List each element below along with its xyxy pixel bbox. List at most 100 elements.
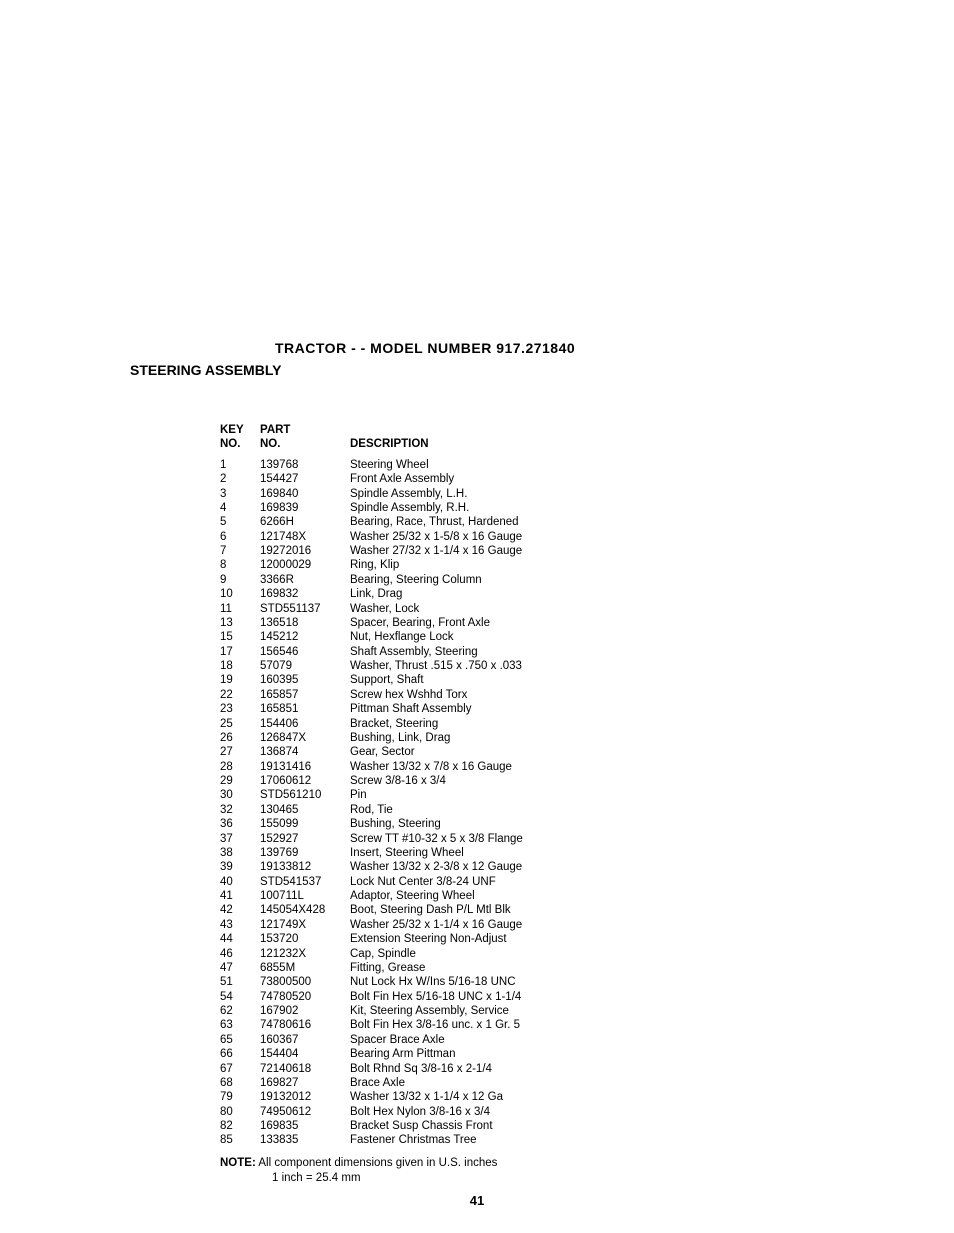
table-row: 3169840Spindle Assembly, L.H. bbox=[220, 487, 830, 501]
cell-desc: Washer 25/32 x 1-1/4 x 16 Gauge bbox=[350, 918, 830, 932]
cell-desc: Nut Lock Hx W/Ins 5/16-18 UNC bbox=[350, 975, 830, 989]
cell-key: 38 bbox=[220, 846, 260, 860]
cell-key: 51 bbox=[220, 975, 260, 989]
cell-key: 41 bbox=[220, 889, 260, 903]
table-header: KEY NO. PART NO. DESCRIPTION bbox=[220, 423, 830, 452]
cell-part: 167902 bbox=[260, 1004, 350, 1018]
cell-desc: Rod, Tie bbox=[350, 803, 830, 817]
cell-part: 100711L bbox=[260, 889, 350, 903]
cell-desc: Washer 13/32 x 7/8 x 16 Gauge bbox=[350, 760, 830, 774]
table-row: 25154406Bracket, Steering bbox=[220, 717, 830, 731]
cell-desc: Brace Axle bbox=[350, 1076, 830, 1090]
cell-desc: Lock Nut Center 3/8-24 UNF bbox=[350, 875, 830, 889]
cell-desc: Washer, Thrust .515 x .750 x .033 bbox=[350, 659, 830, 673]
cell-key: 47 bbox=[220, 961, 260, 975]
page-content: TRACTOR - - MODEL NUMBER 917.271840 STEE… bbox=[130, 340, 830, 1186]
cell-desc: Front Axle Assembly bbox=[350, 472, 830, 486]
cell-desc: Support, Shaft bbox=[350, 673, 830, 687]
cell-part: 165857 bbox=[260, 688, 350, 702]
cell-part: STD541537 bbox=[260, 875, 350, 889]
table-row: 8074950612Bolt Hex Nylon 3/8-16 x 3/4 bbox=[220, 1105, 830, 1119]
cell-part: 121749X bbox=[260, 918, 350, 932]
table-row: 1857079Washer, Thrust .515 x .750 x .033 bbox=[220, 659, 830, 673]
cell-part: 130465 bbox=[260, 803, 350, 817]
cell-key: 19 bbox=[220, 673, 260, 687]
cell-desc: Insert, Steering Wheel bbox=[350, 846, 830, 860]
cell-key: 43 bbox=[220, 918, 260, 932]
parts-table: KEY NO. PART NO. DESCRIPTION 1139768Stee… bbox=[220, 423, 830, 1148]
cell-desc: Extension Steering Non-Adjust bbox=[350, 932, 830, 946]
cell-key: 39 bbox=[220, 860, 260, 874]
table-row: 41100711LAdaptor, Steering Wheel bbox=[220, 889, 830, 903]
table-row: 13136518Spacer, Bearing, Front Axle bbox=[220, 616, 830, 630]
document-subtitle: STEERING ASSEMBLY bbox=[130, 362, 830, 378]
cell-key: 26 bbox=[220, 731, 260, 745]
cell-desc: Ring, Klip bbox=[350, 558, 830, 572]
cell-key: 10 bbox=[220, 587, 260, 601]
table-row: 66154404Bearing Arm Pittman bbox=[220, 1047, 830, 1061]
cell-desc: Bearing, Race, Thrust, Hardened bbox=[350, 515, 830, 529]
cell-key: 44 bbox=[220, 932, 260, 946]
cell-desc: Bracket, Steering bbox=[350, 717, 830, 731]
table-row: 65160367Spacer Brace Axle bbox=[220, 1033, 830, 1047]
cell-part: 169839 bbox=[260, 501, 350, 515]
cell-key: 32 bbox=[220, 803, 260, 817]
cell-key: 13 bbox=[220, 616, 260, 630]
cell-key: 27 bbox=[220, 745, 260, 759]
table-row: 719272016Washer 27/32 x 1-1/4 x 16 Gauge bbox=[220, 544, 830, 558]
cell-desc: Bolt Fin Hex 5/16-18 UNC x 1-1/4 bbox=[350, 990, 830, 1004]
cell-part: 17060612 bbox=[260, 774, 350, 788]
cell-key: 5 bbox=[220, 515, 260, 529]
note-sub: 1 inch = 25.4 mm bbox=[272, 1171, 830, 1186]
table-row: 38139769Insert, Steering Wheel bbox=[220, 846, 830, 860]
table-row: 40STD541537Lock Nut Center 3/8-24 UNF bbox=[220, 875, 830, 889]
cell-part: 57079 bbox=[260, 659, 350, 673]
cell-desc: Bushing, Steering bbox=[350, 817, 830, 831]
table-row: 6374780616Bolt Fin Hex 3/8-16 unc. x 1 G… bbox=[220, 1018, 830, 1032]
cell-desc: Pin bbox=[350, 788, 830, 802]
cell-desc: Washer, Lock bbox=[350, 602, 830, 616]
cell-key: 42 bbox=[220, 903, 260, 917]
cell-desc: Link, Drag bbox=[350, 587, 830, 601]
cell-key: 66 bbox=[220, 1047, 260, 1061]
cell-desc: Shaft Assembly, Steering bbox=[350, 645, 830, 659]
table-row: 68169827Brace Axle bbox=[220, 1076, 830, 1090]
cell-part: 12000029 bbox=[260, 558, 350, 572]
table-row: 15145212Nut, Hexflange Lock bbox=[220, 630, 830, 644]
cell-key: 37 bbox=[220, 832, 260, 846]
cell-desc: Adaptor, Steering Wheel bbox=[350, 889, 830, 903]
cell-key: 28 bbox=[220, 760, 260, 774]
cell-desc: Washer 13/32 x 2-3/8 x 12 Gauge bbox=[350, 860, 830, 874]
cell-part: 133835 bbox=[260, 1133, 350, 1147]
table-row: 22165857Screw hex Wshhd Torx bbox=[220, 688, 830, 702]
cell-part: 169832 bbox=[260, 587, 350, 601]
cell-part: 74780520 bbox=[260, 990, 350, 1004]
cell-desc: Bushing, Link, Drag bbox=[350, 731, 830, 745]
table-row: 37152927Screw TT #10-32 x 5 x 3/8 Flange bbox=[220, 832, 830, 846]
cell-part: 74950612 bbox=[260, 1105, 350, 1119]
cell-part: 6855M bbox=[260, 961, 350, 975]
table-row: 26126847XBushing, Link, Drag bbox=[220, 731, 830, 745]
cell-key: 6 bbox=[220, 530, 260, 544]
table-row: 6121748XWasher 25/32 x 1-5/8 x 16 Gauge bbox=[220, 530, 830, 544]
cell-desc: Bracket Susp Chassis Front bbox=[350, 1119, 830, 1133]
header-key-line1: KEY bbox=[220, 423, 260, 437]
cell-key: 7 bbox=[220, 544, 260, 558]
cell-part: 155099 bbox=[260, 817, 350, 831]
table-row: 46121232XCap, Spindle bbox=[220, 947, 830, 961]
cell-part: 154404 bbox=[260, 1047, 350, 1061]
cell-key: 11 bbox=[220, 602, 260, 616]
table-row: 85133835Fastener Christmas Tree bbox=[220, 1133, 830, 1147]
table-row: 10169832Link, Drag bbox=[220, 587, 830, 601]
cell-part: 139769 bbox=[260, 846, 350, 860]
note-prefix: NOTE: bbox=[220, 1157, 256, 1169]
table-row: 7919132012Washer 13/32 x 1-1/4 x 12 Ga bbox=[220, 1090, 830, 1104]
table-row: 42145054X428Boot, Steering Dash P/L Mtl … bbox=[220, 903, 830, 917]
table-row: 5173800500Nut Lock Hx W/Ins 5/16-18 UNC bbox=[220, 975, 830, 989]
cell-part: 3366R bbox=[260, 573, 350, 587]
cell-desc: Gear, Sector bbox=[350, 745, 830, 759]
table-row: 5474780520Bolt Fin Hex 5/16-18 UNC x 1-1… bbox=[220, 990, 830, 1004]
cell-key: 15 bbox=[220, 630, 260, 644]
cell-key: 25 bbox=[220, 717, 260, 731]
cell-key: 46 bbox=[220, 947, 260, 961]
